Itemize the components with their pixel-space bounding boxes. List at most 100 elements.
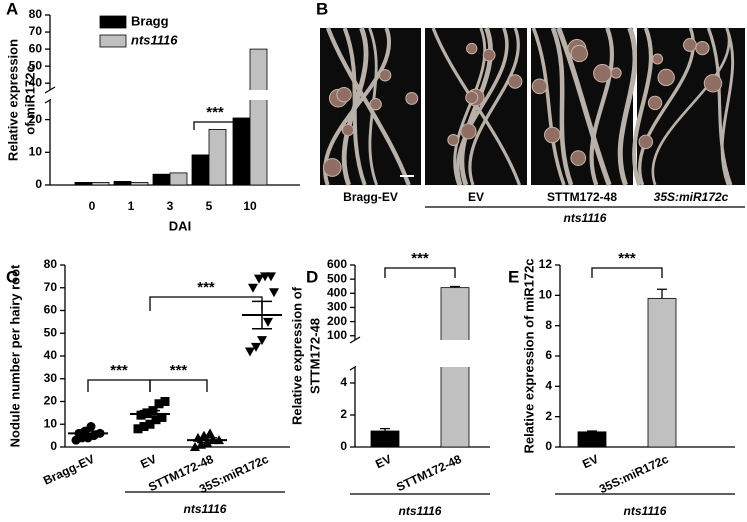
panel-letter: E — [508, 267, 519, 286]
significance-label: *** — [170, 362, 188, 379]
y-tick-label: 12 — [539, 257, 553, 271]
bar — [370, 430, 400, 448]
data-point — [245, 347, 255, 357]
root — [468, 27, 520, 186]
panel-label: EV — [468, 190, 484, 204]
data-point — [145, 419, 155, 429]
significance-bracket — [193, 121, 237, 130]
significance-bracket — [149, 379, 208, 392]
nodule — [657, 68, 675, 87]
x-tick-label: 5 — [206, 199, 213, 213]
y-axis-label: STTM172-48 — [307, 318, 322, 394]
root — [617, 27, 638, 186]
x-tick-label: 1 — [128, 199, 135, 213]
y-tick-label: 50 — [29, 58, 43, 72]
nodule — [695, 40, 710, 56]
data-point — [154, 399, 164, 409]
y-tick-label: 0 — [35, 177, 42, 191]
y-tick-label: 600 — [327, 257, 347, 271]
group-label: nts1116 — [184, 502, 227, 516]
legend-label: nts1116 — [131, 32, 178, 47]
nodule — [683, 38, 697, 52]
significance-label: *** — [206, 104, 224, 121]
data-point — [205, 428, 215, 438]
y-tick-label: 60 — [29, 41, 43, 55]
panel-letter: D — [306, 267, 318, 286]
y-tick-label: 4 — [340, 375, 347, 389]
group-label: nts1116 — [564, 211, 607, 225]
nodule — [638, 134, 654, 150]
y-tick-label: 80 — [29, 7, 43, 21]
sem-bar — [197, 437, 217, 444]
y-tick-label: 400 — [327, 285, 347, 299]
nodule — [466, 42, 478, 55]
nodule — [465, 90, 479, 105]
root — [706, 27, 733, 186]
legend-swatch — [99, 34, 127, 48]
bar — [113, 181, 132, 186]
y-tick-label: 10 — [539, 288, 553, 302]
break-gap — [356, 340, 491, 367]
bar — [191, 154, 210, 186]
root — [453, 27, 487, 186]
nodule — [570, 44, 589, 63]
x-tick-label: 10 — [243, 199, 257, 213]
legend-swatch — [99, 15, 127, 29]
nodule — [652, 53, 664, 65]
nodule — [460, 123, 477, 140]
nodule — [703, 74, 723, 93]
x-tick-label: STTM172-48 — [394, 452, 464, 494]
panel-letter: A — [6, 0, 18, 18]
root — [632, 27, 653, 186]
nodule — [507, 74, 523, 89]
y-tick-label: 20 — [44, 394, 58, 408]
data-point — [257, 336, 267, 346]
panel-letter: B — [316, 0, 328, 18]
nodule — [647, 95, 663, 111]
y-tick-label: 60 — [44, 303, 58, 317]
group-label: nts1116 — [399, 504, 442, 518]
y-tick-label: 4 — [545, 379, 552, 393]
y-tick-label: 100 — [327, 328, 347, 342]
data-point — [254, 274, 264, 284]
bar — [74, 181, 93, 186]
error-bar — [380, 427, 390, 431]
significance-label: *** — [618, 250, 636, 267]
bar — [91, 181, 110, 186]
data-point — [190, 442, 200, 451]
x-tick-label: EV — [373, 452, 393, 471]
x-axis-label: DAI — [169, 218, 191, 233]
nodule — [447, 133, 460, 147]
panel-label: Bragg-EV — [343, 190, 398, 204]
y-tick-label: 30 — [44, 371, 58, 385]
y-tick-label: 0 — [50, 439, 57, 453]
error-bar — [587, 430, 597, 432]
y-tick-label: 300 — [327, 300, 347, 314]
y-tick-label: 10 — [44, 416, 58, 430]
nodule — [610, 67, 622, 79]
root — [720, 27, 735, 186]
y-axis-label: Nodule number per hairy root — [7, 264, 22, 447]
data-point — [142, 408, 152, 418]
y-tick-label: 0 — [545, 439, 552, 453]
bar — [440, 287, 470, 448]
bar — [208, 129, 227, 186]
nodule — [593, 64, 612, 83]
break-gap — [51, 90, 301, 100]
legend-label: Bragg — [131, 13, 169, 28]
data-point — [151, 415, 161, 425]
root — [550, 27, 574, 186]
y-axis-label: of miR172c — [22, 65, 37, 134]
nodule — [482, 48, 496, 62]
data-point — [139, 422, 149, 432]
root — [531, 27, 566, 186]
x-tick-label: 35S:miR172c — [597, 452, 671, 496]
x-tick-label: 3 — [167, 199, 174, 213]
bar — [152, 173, 171, 186]
y-tick-label: 2 — [545, 409, 552, 423]
error-bar — [657, 288, 667, 299]
data-point — [157, 412, 167, 422]
y-axis-label: Relative expression — [5, 39, 20, 161]
y-tick-label: 2 — [340, 407, 347, 421]
